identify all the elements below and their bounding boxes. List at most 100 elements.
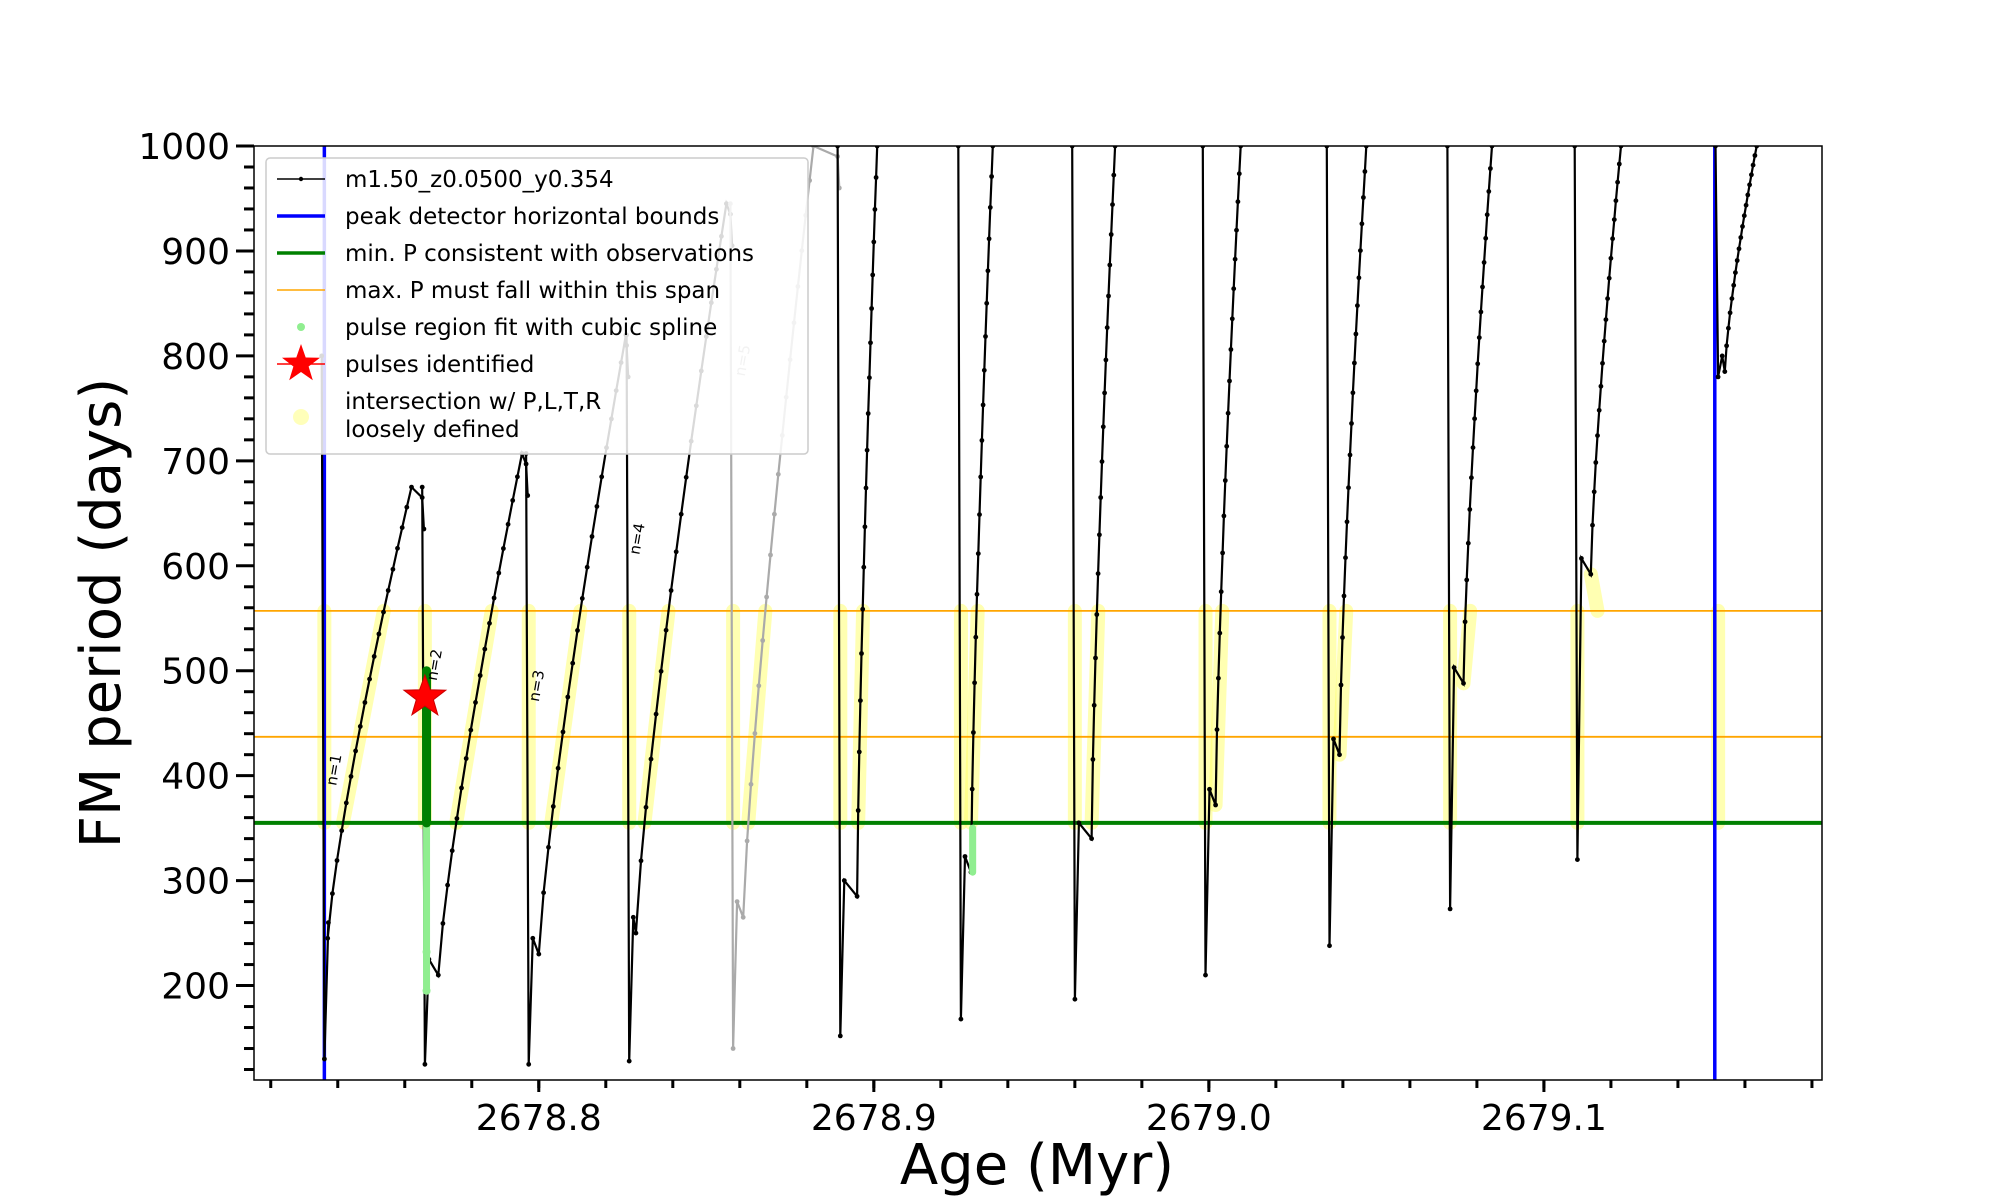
curve-point (683, 474, 689, 480)
curve-point (969, 786, 975, 792)
x-tick-label: 2678.8 (476, 1098, 602, 1139)
curve-point (1225, 410, 1231, 416)
curve-point (980, 402, 986, 408)
curve-point (1588, 571, 1594, 577)
curve-point (445, 882, 450, 888)
curve-point (1724, 343, 1729, 349)
curve-point (626, 1058, 632, 1064)
curve-point (541, 890, 546, 896)
curve-point (1481, 260, 1487, 265)
curve-point (454, 816, 460, 821)
curve-point (1747, 182, 1752, 188)
pulse-13-curve (1714, 146, 1758, 378)
curve-point (978, 474, 984, 480)
curve-point (663, 627, 669, 633)
curve-point (1093, 655, 1098, 661)
curve-point (1103, 357, 1109, 363)
legend-label-peak-bounds: peak detector horizontal bounds (345, 204, 719, 230)
curve-point (734, 899, 740, 904)
curve-point (1726, 325, 1731, 331)
horizontal-lines (254, 610, 1822, 825)
curve-point (1740, 224, 1745, 229)
curve-point (1595, 433, 1600, 438)
curve-point (404, 504, 410, 510)
curve-point (1346, 485, 1351, 491)
curve-point (1094, 612, 1100, 617)
curve-point (1327, 943, 1332, 949)
curve-point (1472, 416, 1477, 422)
curve-point (1072, 996, 1078, 1002)
y-tick-label: 400 (161, 757, 230, 798)
curve-point (1232, 256, 1238, 262)
curve-point (1111, 172, 1117, 178)
plot-layer: n=1n=2n=3n=4n=5 (254, 146, 1822, 1080)
curve-point (1736, 246, 1742, 252)
legend-label-intersection-2: loosely defined (345, 417, 520, 443)
curve-point (1108, 232, 1114, 237)
axes (253, 145, 1823, 1081)
curve-point (482, 646, 488, 652)
curve-point (1608, 255, 1614, 261)
curve-point (334, 858, 340, 863)
curve-point (1473, 388, 1479, 394)
curve-point (1107, 262, 1113, 268)
curve-point (1596, 407, 1602, 413)
curve-point (962, 854, 968, 859)
y-tick-label: 500 (161, 652, 230, 693)
curve-point (989, 174, 994, 179)
curve-point (357, 724, 363, 729)
curve-point (1480, 284, 1485, 290)
curve-point (1343, 555, 1348, 561)
curve-point (1603, 317, 1609, 322)
curve-point (579, 596, 585, 601)
curve-point (972, 680, 977, 686)
curve-point (958, 1016, 964, 1022)
curve-point (381, 609, 386, 615)
curve-point (330, 891, 335, 896)
curve-point (638, 858, 644, 864)
curve-point (1355, 303, 1360, 308)
pulse-11-curve (1446, 146, 1494, 909)
curve-point (1470, 445, 1476, 450)
curve-point (668, 588, 674, 593)
curve-point (752, 731, 758, 736)
plot-frame (253, 145, 1823, 1081)
curve-point (1203, 972, 1208, 978)
pulse-12-curve (1573, 146, 1623, 860)
curve-point (1715, 374, 1721, 380)
curve-point (1727, 310, 1733, 316)
pulse-2-curve (421, 449, 529, 1065)
curve-point (837, 1033, 843, 1039)
curve-point (1100, 424, 1106, 430)
curve-point (1341, 593, 1347, 599)
curve-point (1218, 589, 1224, 595)
curve-point (1590, 522, 1595, 528)
curve-point (1488, 166, 1493, 171)
curve-point (343, 800, 349, 806)
curve-point (865, 411, 871, 416)
curve-point (1745, 192, 1751, 198)
curve-point (1338, 682, 1344, 688)
curve-point (1462, 619, 1468, 625)
curve-point (1616, 161, 1622, 167)
curve-point (775, 471, 781, 477)
curve-point (862, 524, 868, 530)
curve-point (1461, 680, 1466, 686)
curve-point (1575, 857, 1580, 862)
legend-label-spline: pulse region fit with cubic spline (345, 315, 717, 341)
curve-point (1465, 540, 1471, 546)
curve-point (1738, 235, 1744, 240)
curve-point (594, 504, 600, 509)
curve-point (1361, 195, 1366, 200)
curve-point (1231, 286, 1237, 292)
identified-pulse-star (402, 673, 448, 716)
curve-point (1483, 235, 1489, 241)
curve-point (385, 588, 391, 593)
curve-point (1734, 258, 1740, 263)
curve-point (863, 485, 869, 491)
curve-point (1214, 727, 1220, 732)
curve-point (1353, 331, 1359, 337)
curve-point (353, 748, 358, 754)
curve-point (1606, 275, 1612, 281)
curve-point (872, 207, 878, 212)
